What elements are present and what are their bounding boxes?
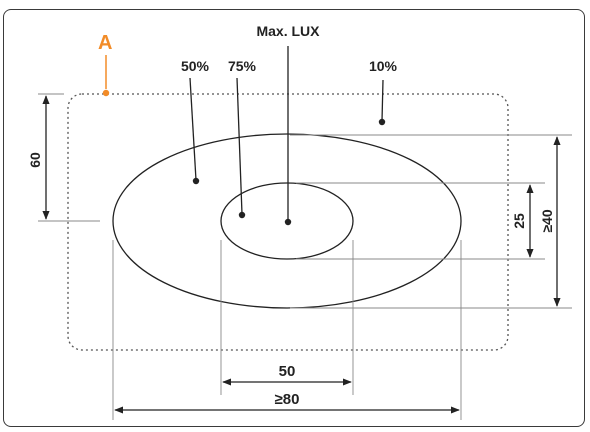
label-75: 75% bbox=[228, 58, 257, 74]
inner-ellipse-75 bbox=[220, 182, 354, 260]
outer-ellipse-50 bbox=[112, 133, 462, 309]
label-10: 10% bbox=[369, 58, 398, 74]
leader-50 bbox=[189, 77, 197, 181]
dim-label-inner-height: 25 bbox=[511, 213, 527, 229]
leader-10 bbox=[381, 79, 384, 122]
area-a-point bbox=[102, 89, 110, 97]
dim-label-height-area: 60 bbox=[27, 152, 43, 168]
label-50: 50% bbox=[181, 58, 210, 74]
dim-label-outer-width: ≥80 bbox=[275, 391, 300, 408]
diagram-frame bbox=[3, 9, 585, 427]
dim-label-outer-height: ≥40 bbox=[539, 209, 555, 232]
dim-label-inner-width: 50 bbox=[279, 363, 296, 380]
leader-75 bbox=[236, 77, 243, 215]
point-75 bbox=[238, 211, 246, 219]
label-max-lux: Max. LUX bbox=[256, 23, 320, 39]
area-a-label: A bbox=[98, 32, 112, 54]
point-max-lux bbox=[284, 218, 292, 226]
point-10 bbox=[378, 118, 386, 126]
point-50 bbox=[192, 177, 200, 185]
